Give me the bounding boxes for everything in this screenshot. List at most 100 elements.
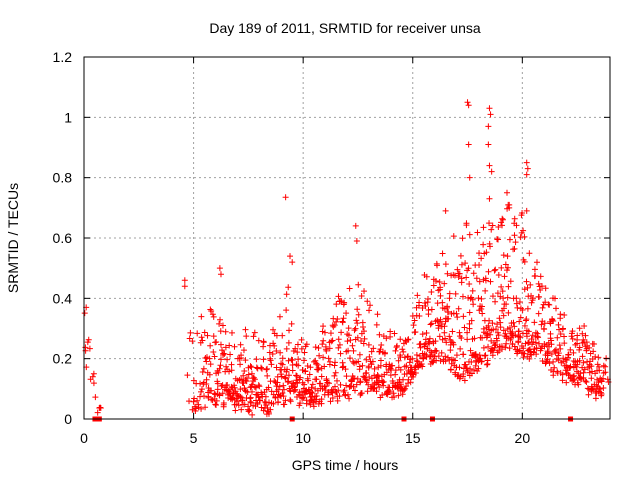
data-point: [468, 359, 475, 366]
y-tick-label: 0: [64, 411, 72, 427]
data-point: [376, 348, 383, 355]
data-point: [561, 333, 568, 340]
data-point: [198, 313, 205, 320]
data-point: [539, 304, 546, 311]
data-point: [395, 357, 402, 364]
data-point: [556, 342, 563, 349]
data-point: [511, 232, 518, 239]
data-point: [321, 329, 328, 336]
data-point: [433, 348, 440, 355]
data-point: [506, 345, 513, 352]
data-point: [202, 404, 209, 411]
data-point: [312, 344, 319, 351]
data-point: [352, 325, 359, 332]
data-point: [198, 405, 205, 412]
data-point: [469, 287, 476, 294]
data-point: [451, 272, 458, 279]
data-point: [465, 102, 472, 109]
data-point: [329, 337, 336, 344]
data-point: [343, 310, 350, 317]
data-point: [363, 356, 370, 363]
data-point: [531, 273, 538, 280]
data-point: [342, 366, 349, 373]
data-point: [483, 361, 490, 368]
data-point: [360, 328, 367, 335]
data-point: [335, 336, 342, 343]
data-point: [357, 378, 364, 385]
data-point: [346, 395, 353, 402]
data-point: [213, 397, 220, 404]
data-point: [531, 266, 538, 273]
data-point: [542, 285, 549, 292]
data-point: [271, 378, 278, 385]
data-point: [478, 358, 485, 365]
data-point: [478, 255, 485, 262]
data-point: [515, 328, 522, 335]
data-point: [347, 337, 354, 344]
data-point: [284, 366, 291, 373]
data-point: [343, 373, 350, 380]
data-point: [342, 392, 349, 399]
data-point: [442, 261, 449, 268]
data-point: [327, 398, 334, 405]
data-point: [421, 300, 428, 307]
data-point: [214, 380, 221, 387]
data-point: [485, 268, 492, 275]
data-point: [293, 372, 300, 379]
data-point: [192, 405, 199, 412]
data-point: [460, 351, 467, 358]
data-point: [576, 344, 583, 351]
data-point: [443, 339, 450, 346]
plot-frame: [83, 56, 611, 420]
data-point: [428, 306, 435, 313]
data-point: [432, 338, 439, 345]
data-point: [280, 393, 287, 400]
data-point: [273, 348, 280, 355]
data-point: [493, 335, 500, 342]
data-point: [359, 319, 366, 326]
data-point: [455, 274, 462, 281]
data-point: [198, 334, 205, 341]
data-point: [520, 227, 527, 234]
data-point: [328, 338, 335, 345]
data-point: [455, 305, 462, 312]
data-point: [471, 335, 478, 342]
data-point: [267, 406, 274, 413]
data-point: [267, 357, 274, 364]
data-point: [203, 354, 210, 361]
data-point: [499, 215, 506, 222]
data-point: [240, 347, 247, 354]
data-point: [501, 273, 508, 280]
data-point: [463, 220, 470, 227]
data-point: [245, 371, 252, 378]
data-point: [204, 332, 211, 339]
data-point: [516, 299, 523, 306]
data-point: [463, 274, 470, 281]
data-point: [574, 361, 581, 368]
data-point: [454, 266, 461, 273]
data-point: [476, 352, 483, 359]
data-point: [217, 328, 224, 335]
data-point: [457, 252, 464, 259]
data-point: [441, 280, 448, 287]
data-point: [478, 303, 485, 310]
data-point: [386, 361, 393, 368]
data-point: [417, 362, 424, 369]
data-point: [276, 383, 283, 390]
data-point: [522, 340, 529, 347]
data-point: [477, 355, 484, 362]
data-point: [485, 322, 492, 329]
data-point: [580, 374, 587, 381]
data-point: [461, 377, 468, 384]
data-point: [459, 293, 466, 300]
data-point: [416, 352, 423, 359]
data-point: [339, 319, 346, 326]
data-point: [320, 337, 327, 344]
data-point: [346, 285, 353, 292]
data-point: [513, 300, 520, 307]
data-point: [551, 347, 558, 354]
data-point: [413, 357, 420, 364]
data-point: [288, 320, 295, 327]
data-point: [468, 370, 475, 377]
data-point: [353, 381, 360, 388]
